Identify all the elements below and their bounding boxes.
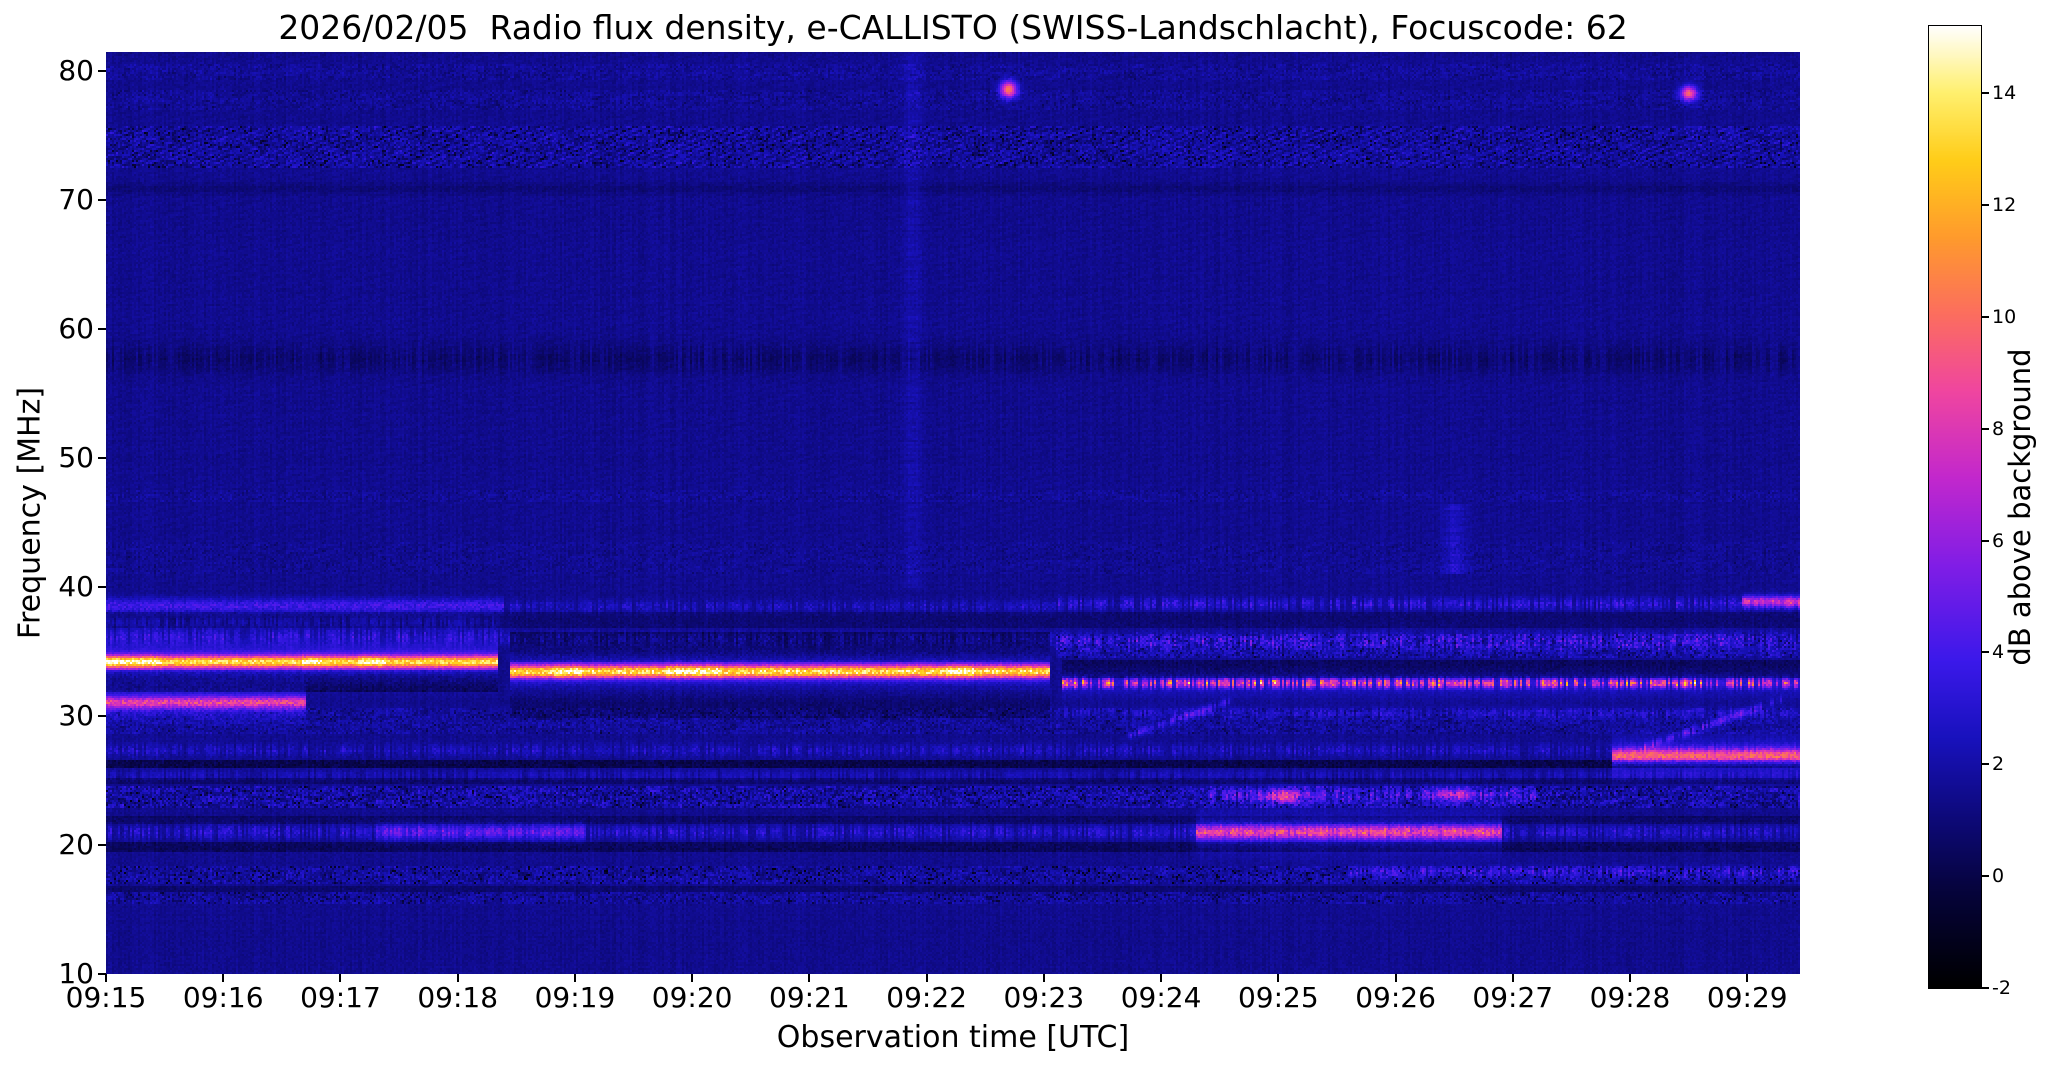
x-tick-mark (1394, 974, 1397, 982)
x-tick-mark (339, 974, 342, 982)
colorbar-tick-mark (1981, 987, 1989, 989)
colorbar-tick-mark (1981, 651, 1989, 654)
spectrogram-heatmap (106, 52, 1800, 974)
x-tick-label: 09:24 (1120, 981, 1202, 1014)
x-tick-mark (1042, 974, 1045, 982)
x-tick-mark (456, 974, 459, 982)
x-tick-label: 09:15 (65, 981, 147, 1014)
x-tick-label: 09:19 (534, 981, 616, 1014)
y-tick-label: 60 (58, 312, 94, 346)
colorbar-tick-label: 14 (1992, 82, 2017, 105)
x-tick-label: 09:21 (769, 981, 850, 1014)
chart-title: 2026/02/05 Radio flux density, e-CALLIST… (278, 8, 1628, 47)
x-tick-mark (1277, 974, 1280, 982)
colorbar-label: dB above background (2003, 348, 2037, 666)
x-tick-mark (691, 974, 694, 982)
y-tick-mark (98, 586, 106, 589)
y-tick-mark (98, 973, 106, 975)
colorbar-tick-label: 2 (1992, 753, 2005, 776)
colorbar-tick-mark (1981, 92, 1989, 95)
y-tick-label: 70 (58, 183, 94, 217)
x-tick-mark (573, 974, 576, 982)
x-tick-mark (105, 974, 107, 982)
x-tick-label: 09:28 (1589, 981, 1671, 1014)
x-tick-label: 09:23 (1003, 981, 1085, 1014)
x-tick-label: 09:25 (1237, 981, 1319, 1014)
x-tick-label: 09:17 (300, 981, 381, 1014)
x-tick-label: 09:16 (182, 981, 264, 1014)
x-tick-mark (1511, 974, 1514, 982)
y-tick-label: 20 (58, 828, 94, 862)
y-tick-mark (98, 844, 106, 847)
x-tick-mark (1746, 974, 1749, 982)
y-tick-mark (98, 715, 106, 718)
x-tick-mark (1629, 974, 1631, 982)
colorbar-tick-mark (1981, 315, 1989, 318)
y-tick-mark (98, 457, 106, 460)
colorbar-tick-label: 10 (1992, 305, 2017, 328)
y-tick-label: 30 (58, 699, 94, 733)
y-tick-mark (98, 70, 106, 73)
colorbar-tick-mark (1981, 203, 1989, 206)
y-tick-mark (98, 199, 106, 202)
colorbar-tick-mark (1981, 427, 1989, 430)
y-tick-mark (98, 328, 106, 331)
y-tick-label: 80 (58, 54, 94, 88)
colorbar (1928, 25, 1982, 989)
x-tick-label: 09:29 (1706, 981, 1788, 1014)
y-axis-label: Frequency [MHz] (12, 386, 48, 640)
x-tick-label: 09:22 (886, 981, 967, 1014)
colorbar-tick-mark (1981, 539, 1989, 542)
x-tick-label: 09:27 (1472, 981, 1554, 1014)
x-tick-mark (1160, 974, 1163, 982)
x-tick-mark (808, 974, 811, 982)
x-tick-mark (222, 974, 225, 982)
x-tick-label: 09:18 (417, 981, 499, 1014)
x-tick-label: 09:20 (651, 981, 733, 1014)
colorbar-tick-mark (1981, 763, 1989, 766)
colorbar-tick-label: 12 (1992, 193, 2017, 216)
x-axis-label: Observation time [UTC] (776, 1020, 1130, 1055)
colorbar-tick-label: -2 (1992, 977, 2011, 999)
x-tick-label: 09:26 (1355, 981, 1436, 1014)
colorbar-tick-label: 0 (1992, 865, 2005, 888)
y-tick-label: 10 (58, 957, 94, 990)
x-tick-mark (925, 974, 928, 982)
colorbar-tick-mark (1981, 875, 1989, 878)
